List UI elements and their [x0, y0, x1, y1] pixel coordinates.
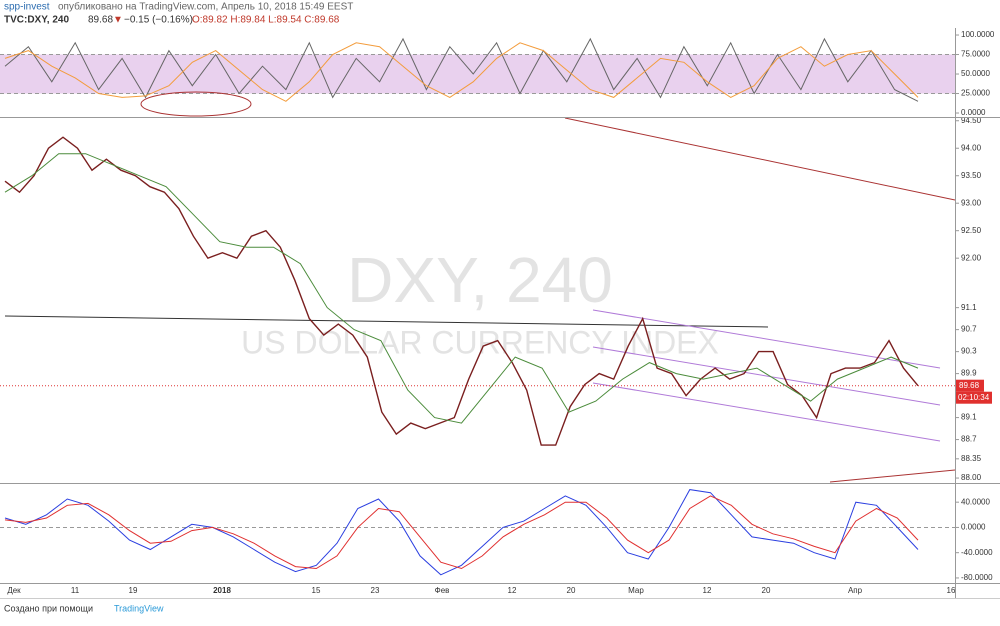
trend-line: [592, 309, 941, 369]
published: опубликовано на TradingView.com, Апрель …: [58, 1, 353, 13]
x-tick-label: 23: [371, 586, 380, 595]
band: [0, 54, 955, 94]
trend-line: [564, 117, 956, 201]
y-tick-label: 89.1: [961, 413, 977, 422]
ohlc: O:89.82 H:89.84 L:89.54 C:89.68: [192, 15, 340, 26]
y-tick-label: 88.7: [961, 435, 977, 444]
countdown: 02:10:34: [958, 393, 990, 402]
y-tick-label: 91.1: [961, 303, 977, 312]
y-tick-label: 50.0000: [961, 69, 990, 78]
y-tick-label: 75.0000: [961, 50, 990, 59]
y-tick-label: 89.9: [961, 369, 977, 378]
y-tick-label: 92.50: [961, 226, 982, 235]
series-line: [4, 42, 919, 102]
last-price: 89.68: [88, 15, 113, 26]
y-tick-label: -80.0000: [961, 573, 993, 582]
y-tick-label: 93.00: [961, 198, 982, 207]
trend-line: [592, 346, 941, 406]
series-line: [4, 495, 919, 570]
x-tick-label: Дек: [7, 586, 21, 595]
panels: 100.0000 75.0000 50.0000 25.0000 0.0000 DXY, …: [0, 30, 995, 595]
x-tick-label: Фев: [435, 586, 450, 595]
trend-line: [592, 382, 941, 442]
countdown-tag: [956, 391, 992, 404]
x-tick-label: 20: [762, 586, 771, 595]
symbol: TVC:DXY, 240: [4, 15, 69, 26]
change: −0.15 (−0.16%): [124, 15, 193, 26]
x-tick-label: 12: [508, 586, 517, 595]
arrow: ▼: [113, 15, 123, 26]
y-tick-label: 25.0000: [961, 89, 990, 98]
y-tick-label: 100.0000: [961, 30, 995, 39]
series-line: [4, 136, 919, 446]
author[interactable]: spp-invest: [4, 2, 50, 13]
y-tick-label: 40.0000: [961, 497, 990, 506]
y-tick-label: 0.0000: [961, 108, 986, 117]
x-tick-label: 2018: [213, 586, 231, 595]
x-tick-label: 16: [947, 586, 956, 595]
y-tick-label: 88.00: [961, 473, 982, 482]
trend-line: [829, 469, 956, 483]
y-tick-label: 88.35: [961, 454, 982, 463]
footer-brand[interactable]: TradingView: [114, 603, 164, 613]
x-tick-label: 20: [567, 586, 576, 595]
annotation-ellipse: [140, 91, 252, 117]
series-line: [4, 489, 919, 576]
y-tick-label: -40.0000: [961, 548, 993, 557]
x-tick-label: Апр: [848, 586, 863, 595]
x-tick-label: 19: [129, 586, 138, 595]
watermark: DXY, 240: [347, 244, 613, 316]
x-tick-label: 15: [312, 586, 321, 595]
x-tick-label: 12: [703, 586, 712, 595]
series-line: [4, 153, 919, 424]
x-tick-label: Мар: [628, 586, 644, 595]
x-tick-label: 11: [71, 586, 80, 595]
y-tick-label: 94.00: [961, 143, 982, 152]
series-line: [4, 37, 919, 102]
footer-text: Создано при помощи: [4, 603, 93, 613]
y-tick-label: 92.00: [961, 253, 982, 262]
last-price-label: 89.68: [959, 381, 980, 390]
y-tick-label: 90.7: [961, 325, 977, 334]
y-tick-label: 93.50: [961, 171, 982, 180]
y-tick-label: 0.0000: [961, 523, 986, 532]
y-tick-label: 94.50: [961, 116, 982, 125]
last-price-tag: [956, 379, 984, 392]
y-tick-label: 90.3: [961, 347, 977, 356]
trend-line: [4, 315, 769, 328]
